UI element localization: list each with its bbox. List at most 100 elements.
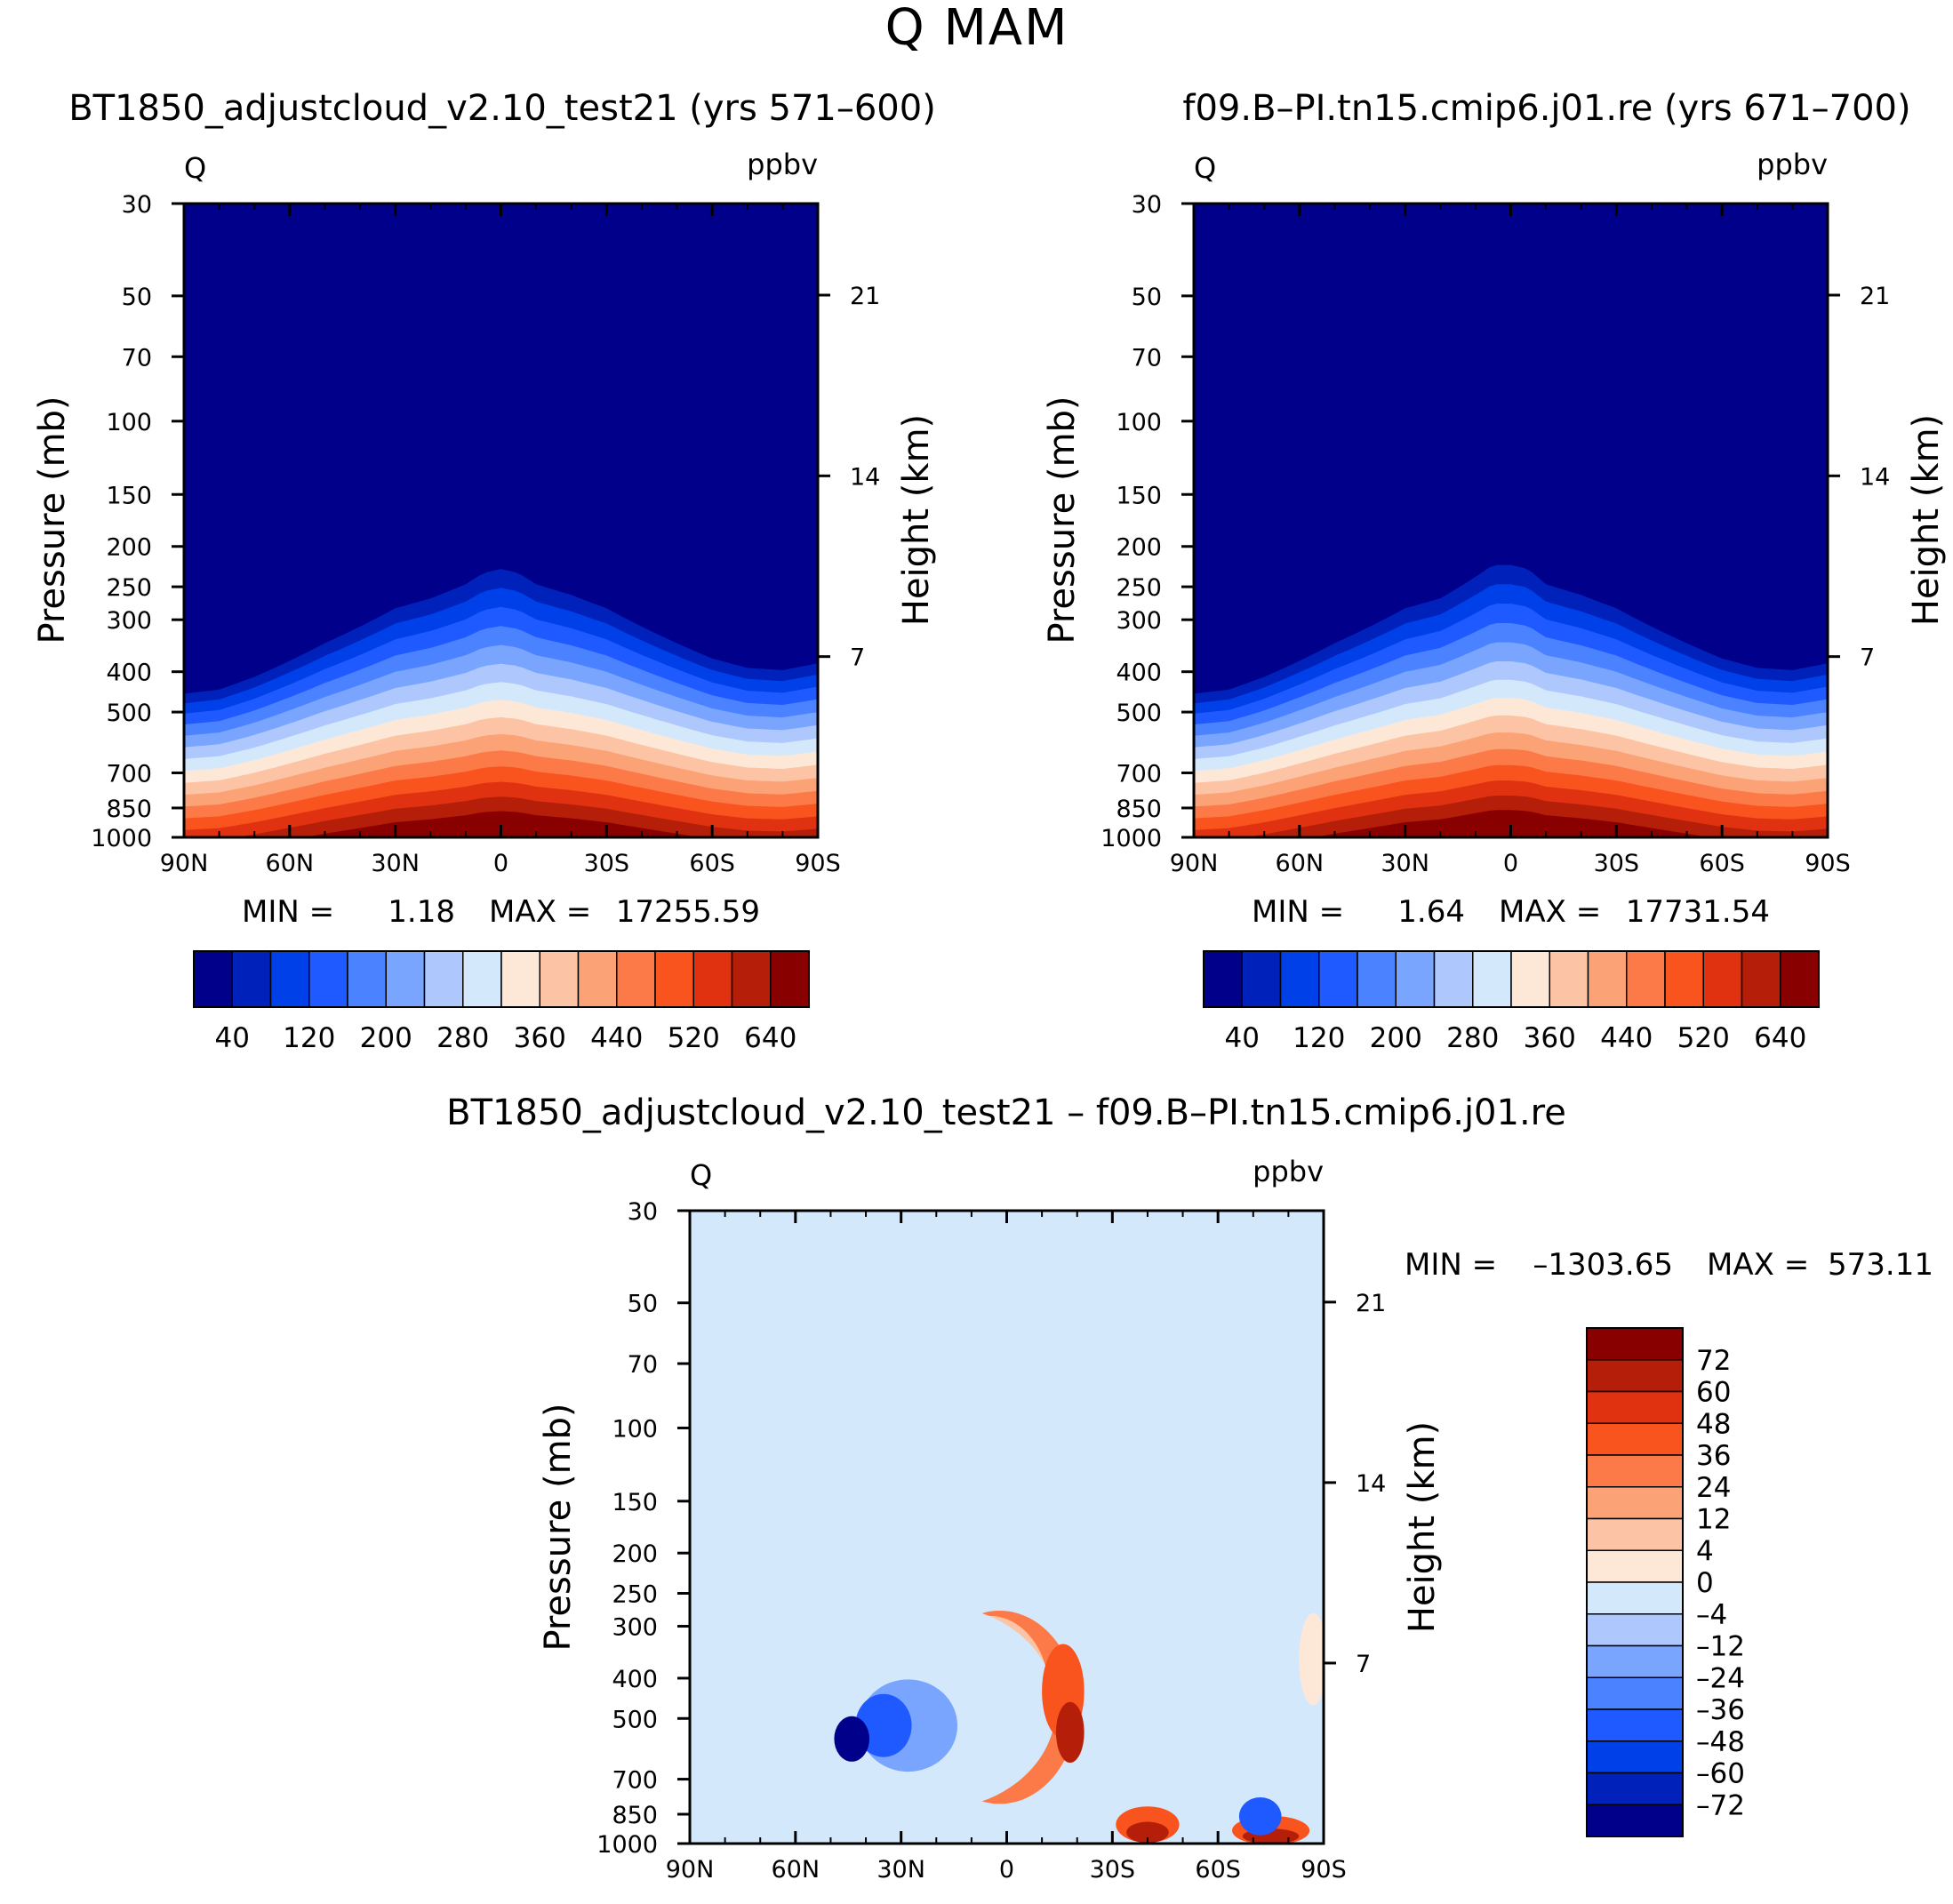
y2-tick-label: 14	[850, 463, 880, 491]
y-tick-label: 100	[612, 1415, 658, 1443]
colorbar-frame	[1586, 1327, 1684, 1837]
min-value: 1.18	[388, 894, 455, 930]
field-level-15	[184, 811, 818, 837]
colorbar-swatch	[1586, 1740, 1684, 1774]
colorbar-swatch	[1395, 950, 1436, 1008]
y-tick-label: 300	[612, 1614, 658, 1642]
panel-difference: BT1850_adjustcloud_v2.10_test21 – f09.B–…	[446, 1092, 1933, 1884]
y2-axis-label: Height (km)	[1402, 1421, 1443, 1633]
colorbar-swatch	[1241, 950, 1282, 1008]
colorbar-swatch	[1586, 1804, 1684, 1837]
colorbar-label: –4	[1696, 1599, 1727, 1631]
colorbar-swatch	[1586, 1517, 1684, 1551]
colorbar-swatch	[193, 950, 233, 1008]
colorbar-swatch	[1586, 1454, 1684, 1488]
y-tick-label: 200	[612, 1540, 658, 1568]
y-tick-label: 250	[612, 1581, 658, 1609]
colorbar-swatch	[692, 950, 733, 1008]
y-tick-label: 200	[1116, 534, 1162, 562]
x-tick-label: 30S	[1594, 850, 1640, 877]
max-value: 17255.59	[616, 894, 760, 930]
colorbar-swatch	[731, 950, 772, 1008]
field-anomaly-5	[834, 1716, 870, 1762]
colorbar-label: –36	[1696, 1694, 1745, 1726]
colorbar-label: 200	[360, 1022, 412, 1054]
y-tick-label: 1000	[596, 1831, 658, 1859]
axis-ticks: 90N 60N 30N 0 30S 60S 90S 30 50 70 100 150 200 250 300…	[596, 1198, 1386, 1884]
y-tick-label: 70	[122, 344, 152, 372]
colorbar-label: –60	[1696, 1758, 1745, 1790]
colorbar-swatch	[1586, 1613, 1684, 1647]
colorbar-swatch	[1586, 1644, 1684, 1678]
colorbar-swatch	[1510, 950, 1550, 1008]
x-tick-label: 30S	[1090, 1856, 1136, 1884]
y-tick-label: 150	[106, 482, 152, 509]
page-title: Q MAM	[885, 0, 1069, 57]
y-tick-label: 700	[612, 1767, 658, 1795]
colorbar-label: 4	[1696, 1535, 1714, 1567]
y-tick-label: 50	[122, 284, 152, 311]
x-tick-label: 90N	[1170, 850, 1219, 877]
y-tick-label: 700	[1116, 760, 1162, 788]
colorbar-label: 640	[744, 1022, 796, 1054]
colorbar-swatch	[1549, 950, 1589, 1008]
min-value: –1303.65	[1533, 1247, 1673, 1283]
colorbar-label: 280	[1446, 1022, 1499, 1054]
y-tick-label: 150	[1116, 482, 1162, 509]
y2-tick-label: 21	[1356, 1290, 1386, 1317]
corner-unit-label: ppbv	[1757, 148, 1828, 181]
colorbar-label: 48	[1696, 1408, 1731, 1440]
y-tick-label: 50	[628, 1291, 658, 1318]
y-tick-label: 250	[106, 574, 152, 602]
corner-variable-label: Q	[690, 1158, 712, 1192]
x-tick-label: 60N	[1276, 850, 1325, 877]
y-tick-label: 100	[106, 409, 152, 436]
y-axis-label: Pressure (mb)	[1042, 396, 1083, 644]
y-tick-label: 850	[1116, 796, 1162, 823]
colorbar-swatch	[500, 950, 540, 1008]
colorbar-swatch	[1586, 1390, 1684, 1424]
colorbar-swatch	[1472, 950, 1512, 1008]
contour-field	[184, 204, 818, 837]
x-tick-label: 60S	[1699, 850, 1745, 877]
colorbar-swatch	[1702, 950, 1743, 1008]
colorbar-swatch	[1318, 950, 1358, 1008]
min-label: MIN =	[242, 894, 334, 930]
colorbar-label: 440	[1600, 1022, 1653, 1054]
y2-axis-label: Height (km)	[896, 414, 937, 626]
colorbar-label: –24	[1696, 1662, 1745, 1694]
x-tick-label: 0	[1503, 850, 1518, 877]
y2-tick-label: 14	[1356, 1470, 1386, 1498]
x-tick-label: 30N	[876, 1856, 925, 1884]
colorbar-swatch	[1586, 1486, 1684, 1520]
y-tick-label: 100	[1116, 409, 1162, 436]
y-tick-label: 70	[1132, 344, 1162, 372]
colorbar-label: 360	[1524, 1022, 1576, 1054]
field-anomaly-13	[1238, 1797, 1282, 1836]
min-value: 1.64	[1397, 894, 1465, 930]
colorbar-label: 12	[1696, 1504, 1731, 1536]
y-axis-label: Pressure (mb)	[538, 1403, 579, 1651]
max-value: 17731.54	[1626, 894, 1770, 930]
colorbar-label: 36	[1696, 1440, 1731, 1472]
x-tick-label: 90N	[666, 1856, 715, 1884]
contour-field	[1194, 204, 1828, 837]
y-tick-label: 70	[628, 1351, 658, 1379]
y2-tick-label: 21	[1860, 283, 1890, 310]
y-tick-label: 400	[1116, 660, 1162, 687]
y-tick-label: 30	[122, 191, 152, 219]
corner-variable-label: Q	[184, 151, 206, 185]
y-tick-label: 150	[612, 1489, 658, 1516]
colorbar-swatch	[577, 950, 618, 1008]
x-tick-label: 0	[493, 850, 508, 877]
y2-tick-label: 7	[1860, 644, 1875, 672]
colorbar-label: 120	[283, 1022, 335, 1054]
max-label: MAX =	[1707, 1247, 1809, 1283]
colorbar-swatch	[1586, 1772, 1684, 1805]
y-tick-label: 400	[612, 1666, 658, 1693]
field-level-15	[1194, 810, 1828, 837]
x-tick-label: 60N	[772, 1856, 820, 1884]
y-tick-label: 300	[106, 607, 152, 635]
